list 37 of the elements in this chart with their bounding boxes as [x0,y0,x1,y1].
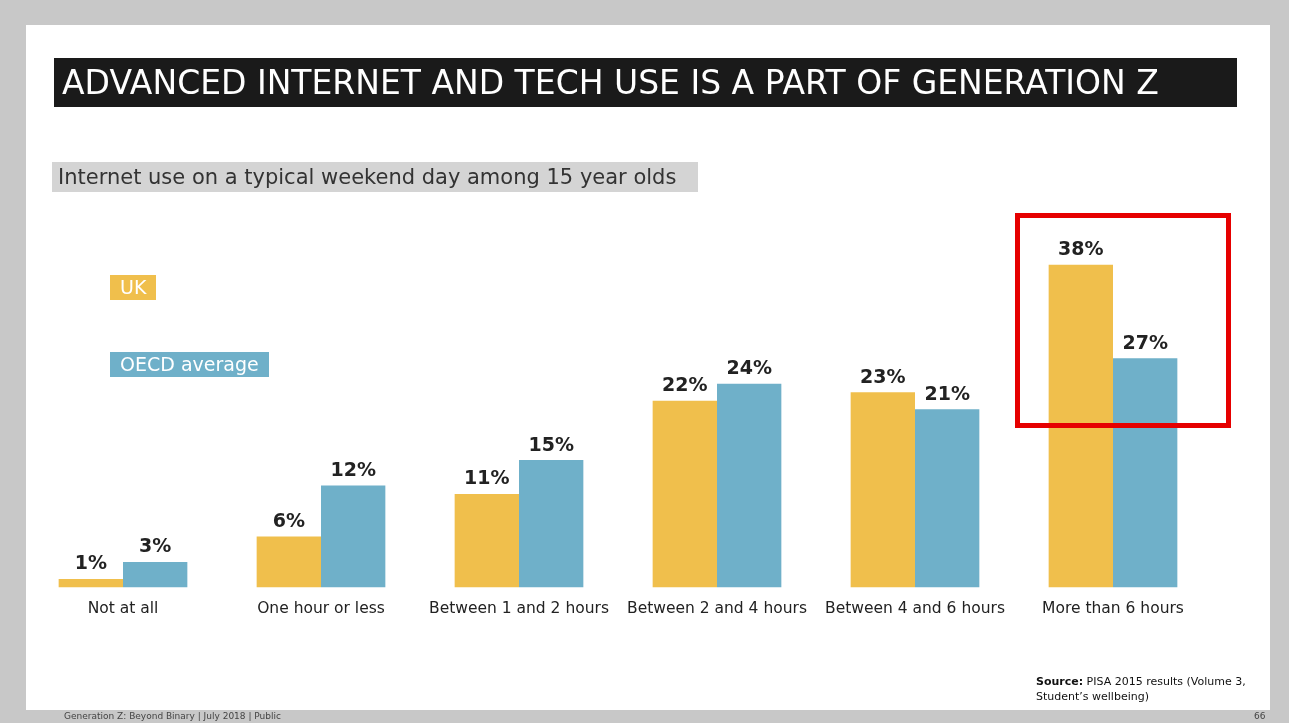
bar [1048,264,1113,588]
data-label: 22% [662,373,708,396]
x-tick-label: Not at all [87,598,159,617]
source-note: Source: PISA 2015 results (Volume 3, Student’s wellbeing) [1036,674,1246,704]
x-tick-label: Between 4 and 6 hours [825,598,1005,617]
text: Generation Z: Beyond Binary | July 2018 | Public [64,711,281,721]
bar [58,578,123,588]
text: UK [110,275,157,300]
bar [321,485,386,588]
bar [519,460,584,588]
data-label: 1% [74,551,107,574]
data-label: 21% [924,381,970,404]
data-label: 12% [330,457,376,480]
bar [1113,358,1178,588]
bar [256,536,321,588]
bar [850,392,915,588]
bar [454,494,519,588]
text: OECD average [110,352,269,377]
bar [915,409,980,588]
text: 66 [1254,711,1266,721]
x-tick-label: More than 6 hours [1042,598,1184,617]
chart-title: ADVANCED INTERNET AND TECH USE IS A PART OF GENERATION Z [54,58,1237,107]
data-label: 23% [860,364,906,387]
data-label: 11% [464,466,510,489]
x-tick-label: One hour or less [257,598,385,617]
data-label: 15% [528,432,574,455]
data-label: 24% [726,356,772,379]
chart-subtitle: Internet use on a typical weekend day among 15 year olds [52,162,698,192]
bar [123,561,188,588]
bar [652,400,717,588]
x-tick-label: Between 1 and 2 hours [429,598,609,617]
data-label: 3% [139,534,172,557]
data-label: 38% [1058,237,1104,260]
x-tick-label: Between 2 and 4 hours [627,598,807,617]
data-label: 27% [1122,330,1168,353]
data-label: 6% [272,508,305,531]
bar [717,383,782,588]
